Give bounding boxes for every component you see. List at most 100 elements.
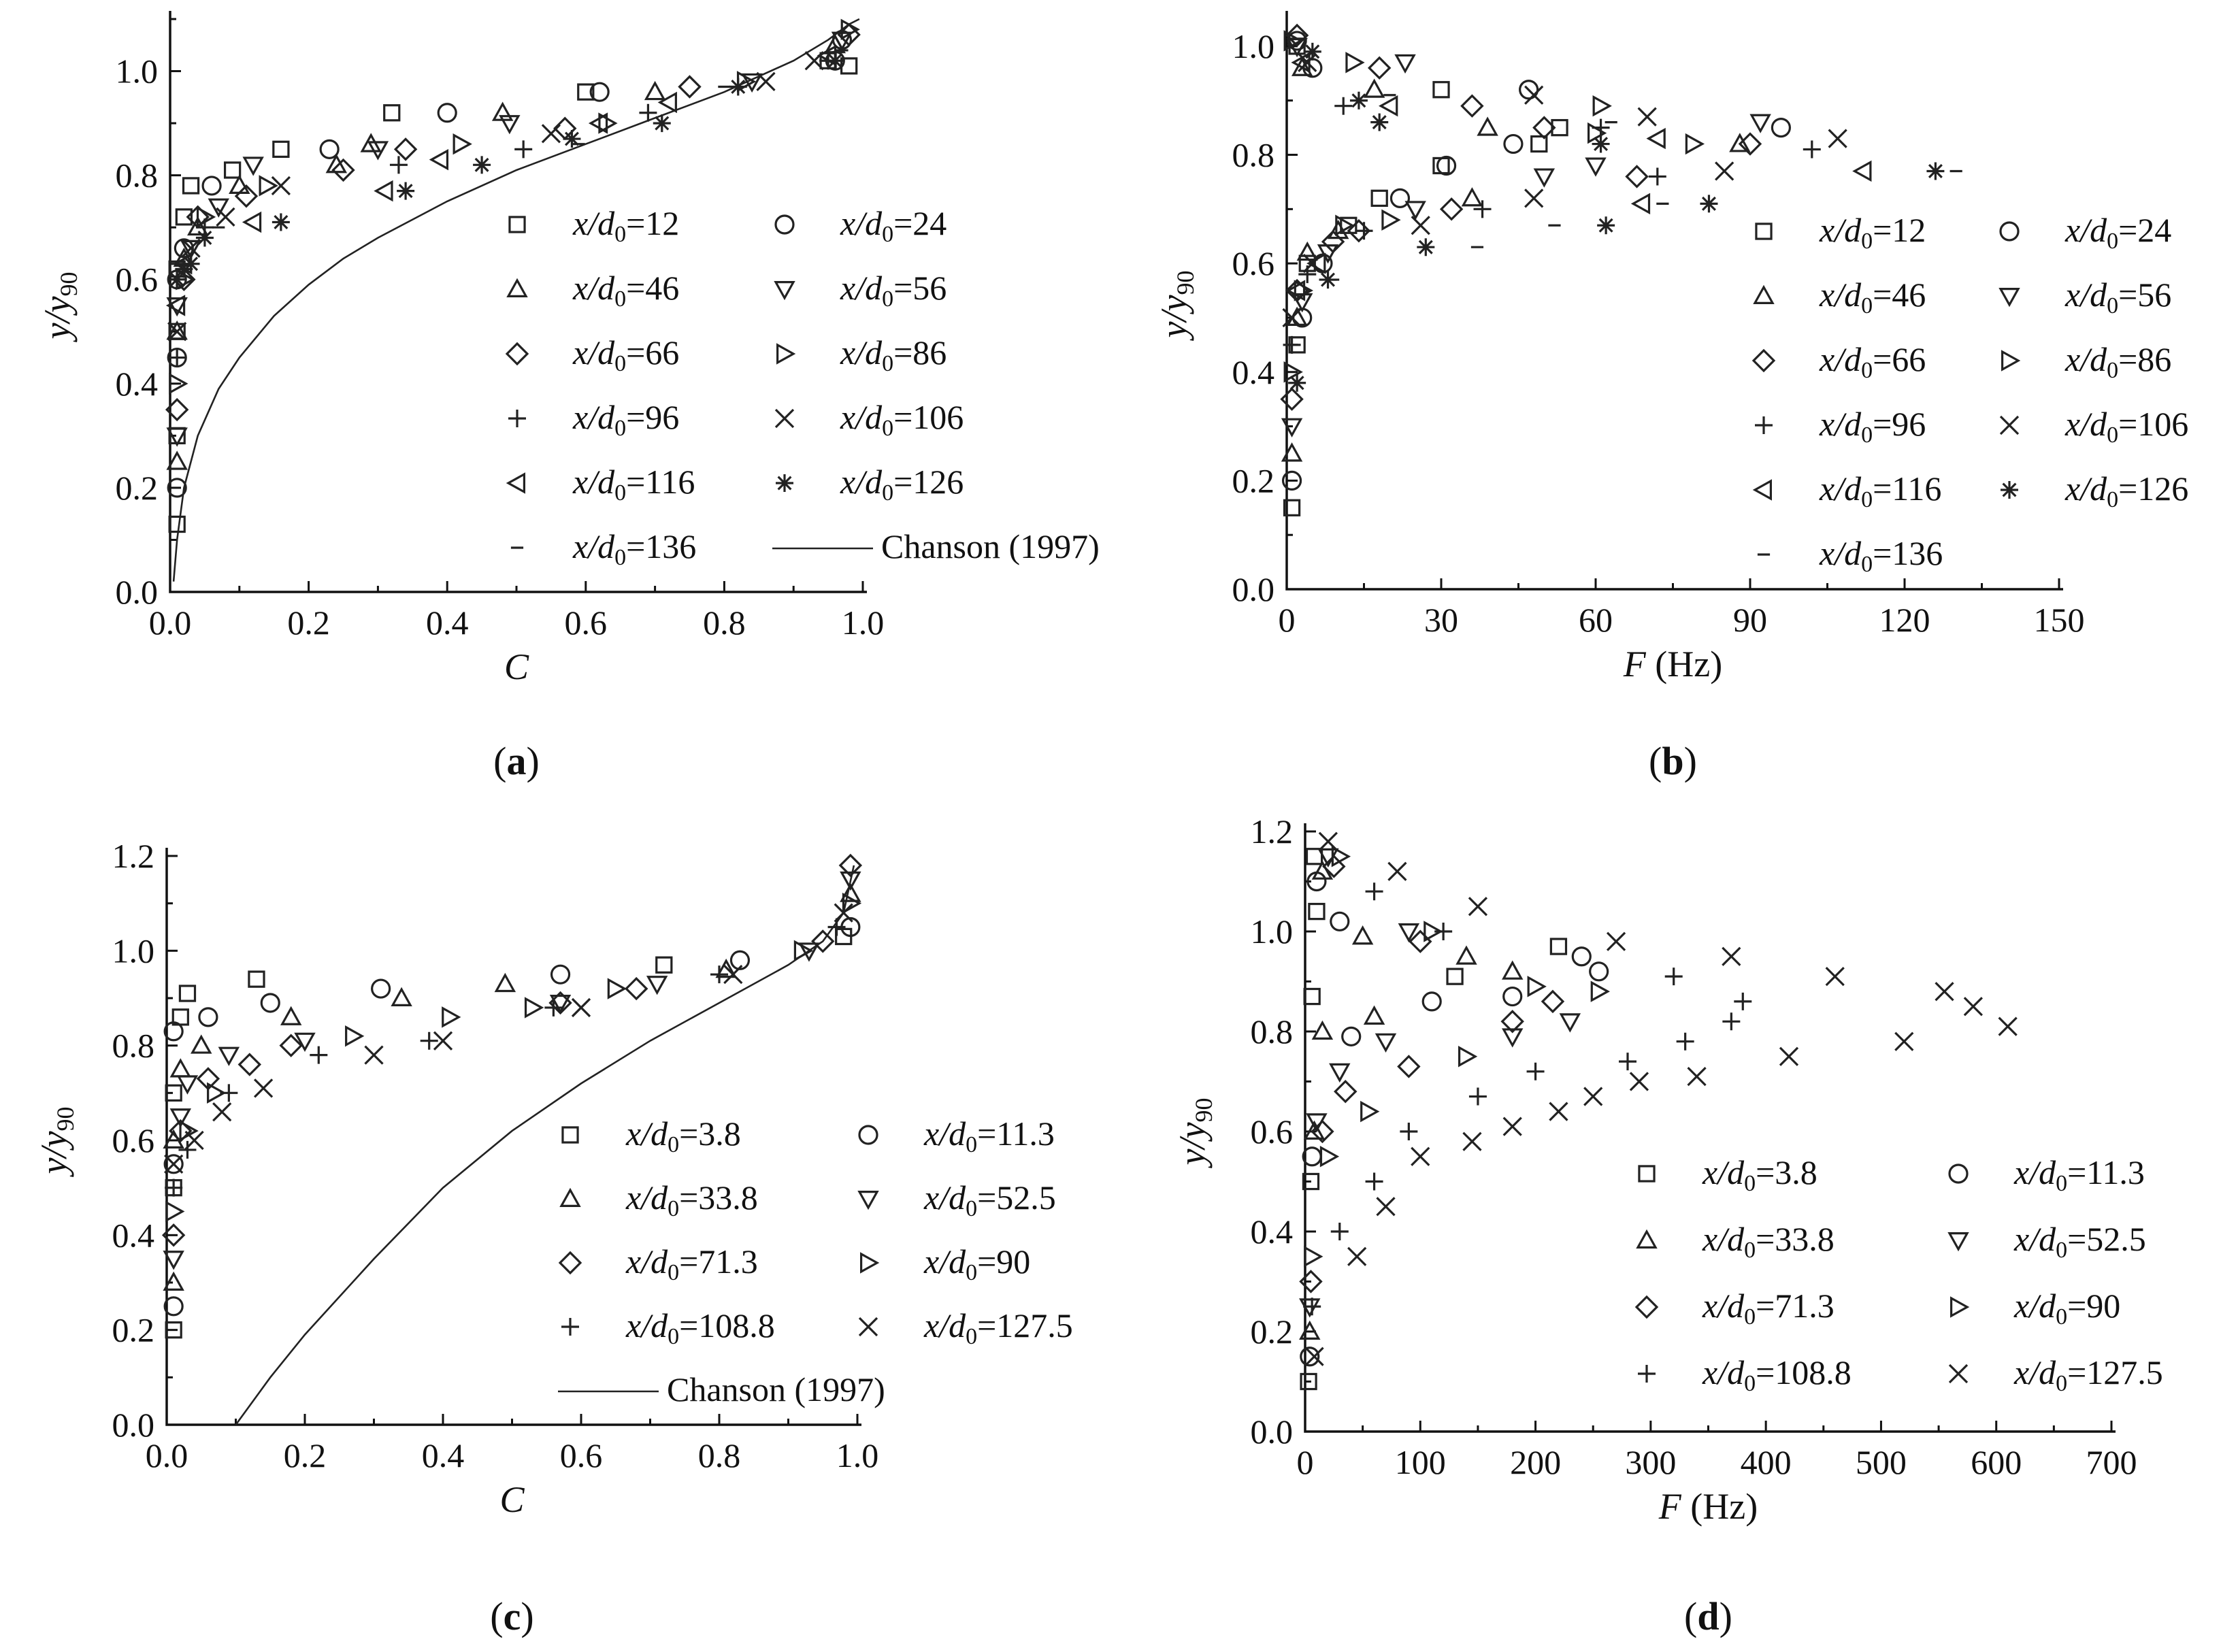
series-x-d0-108-8	[1303, 882, 1752, 1316]
y-tick-label: 0.8	[112, 1027, 155, 1065]
data-point	[1432, 81, 1450, 99]
data-point	[1387, 861, 1407, 881]
data-point	[1300, 1347, 1320, 1367]
data-point	[1305, 848, 1323, 865]
data-point	[1303, 42, 1321, 61]
data-point	[1455, 945, 1477, 965]
data-point	[1424, 921, 1443, 942]
legend-label: Chanson (1997)	[881, 527, 1100, 565]
data-point	[191, 1034, 212, 1054]
data-point	[216, 207, 235, 227]
series-x-d0-52-5	[1299, 848, 1581, 1318]
data-point	[184, 1130, 204, 1151]
data-point	[710, 965, 728, 984]
data-point	[1734, 992, 1752, 1010]
data-point	[1398, 923, 1420, 943]
data-point	[1685, 133, 1705, 155]
legend-marker	[1950, 1296, 1970, 1318]
data-point	[1335, 214, 1355, 236]
data-point	[588, 112, 608, 134]
x-tick-label: 0.2	[284, 1436, 327, 1474]
data-point	[1926, 162, 1945, 180]
data-point	[165, 1084, 182, 1102]
data-point	[1468, 1087, 1487, 1106]
data-point	[1530, 135, 1548, 153]
data-point	[218, 1046, 240, 1066]
data-point	[1477, 116, 1498, 136]
series-x-d0-136	[171, 49, 849, 265]
legend-label: x/d0=96	[1819, 405, 1926, 448]
data-point	[201, 176, 222, 196]
data-point	[163, 1021, 184, 1042]
data-point	[1524, 85, 1544, 105]
data-point	[1571, 946, 1592, 967]
data-point	[838, 853, 863, 878]
data-point	[1303, 987, 1321, 1006]
data-point	[1630, 193, 1651, 215]
x-tick-label: 100	[1395, 1443, 1446, 1481]
data-point	[178, 985, 197, 1002]
data-point	[1998, 1017, 2018, 1036]
x-tick-label: 90	[1733, 601, 1767, 639]
legend-label: Chanson (1997)	[667, 1370, 885, 1408]
series-x-d0-24	[167, 30, 853, 498]
data-point	[1473, 200, 1492, 218]
legend-marker	[1998, 288, 2020, 308]
data-point	[169, 1058, 192, 1078]
y-tick-label: 1.0	[1251, 912, 1294, 951]
data-point	[433, 1031, 453, 1051]
data-point	[1355, 222, 1373, 240]
x-tick-label: 1.0	[842, 604, 885, 642]
data-point	[1397, 1055, 1421, 1078]
legend-marker	[505, 342, 529, 366]
y-tick-label: 1.2	[112, 837, 155, 875]
x-tick-label: 200	[1510, 1443, 1561, 1481]
data-point	[1394, 54, 1416, 74]
x-tick-label: 0.0	[149, 604, 192, 642]
axes-frame	[169, 11, 867, 593]
x-tick-label: 0	[1279, 601, 1296, 639]
legend-marker	[1638, 1365, 1656, 1383]
legend-label: x/d0=56	[2064, 276, 2171, 318]
data-point	[181, 238, 201, 258]
data-point	[1341, 1026, 1362, 1046]
data-point	[229, 174, 250, 194]
data-point	[653, 114, 671, 133]
data-point	[1749, 114, 1771, 133]
series-x-d0-127-5	[164, 903, 853, 1174]
data-point	[1625, 165, 1649, 188]
data-point	[1299, 1270, 1323, 1293]
data-point	[571, 997, 591, 1018]
data-point	[420, 1031, 438, 1050]
y-tick-label: 1.2	[1251, 812, 1294, 850]
data-point	[1283, 499, 1301, 516]
series-x-d0-71-3	[1299, 855, 1565, 1293]
legend-label: x/d0=24	[840, 204, 947, 247]
data-point	[294, 1032, 316, 1052]
data-point	[1738, 132, 1762, 156]
panel-label: (a)	[493, 739, 540, 783]
data-point	[168, 515, 186, 533]
legend-marker	[774, 281, 795, 301]
data-point	[607, 978, 627, 1000]
axes-frame	[1304, 823, 2116, 1433]
data-point	[1291, 56, 1313, 76]
data-point	[1503, 133, 1524, 154]
y-tick-label: 0.6	[112, 1121, 155, 1159]
legend-marker	[774, 214, 795, 235]
legend-label: x/d0=52.5	[923, 1178, 1056, 1221]
y-tick-label: 0.6	[1251, 1112, 1294, 1151]
data-point	[1379, 95, 1398, 117]
legend-marker	[508, 216, 526, 233]
y-tick-label: 0.0	[1251, 1413, 1294, 1451]
y-tick-label: 1.0	[112, 931, 155, 970]
legend-label: x/d0=66	[572, 333, 679, 376]
data-point	[1404, 201, 1426, 220]
data-point	[1322, 855, 1346, 878]
legend-label: x/d0=12	[572, 204, 679, 247]
data-point	[549, 994, 572, 1014]
data-point	[198, 1007, 218, 1027]
panel-d: 0 100 200 300 400 500 600 700 0.0 0.2 0.4 0.6 0.8 1.0…	[1172, 812, 2163, 1638]
data-point	[169, 373, 188, 395]
